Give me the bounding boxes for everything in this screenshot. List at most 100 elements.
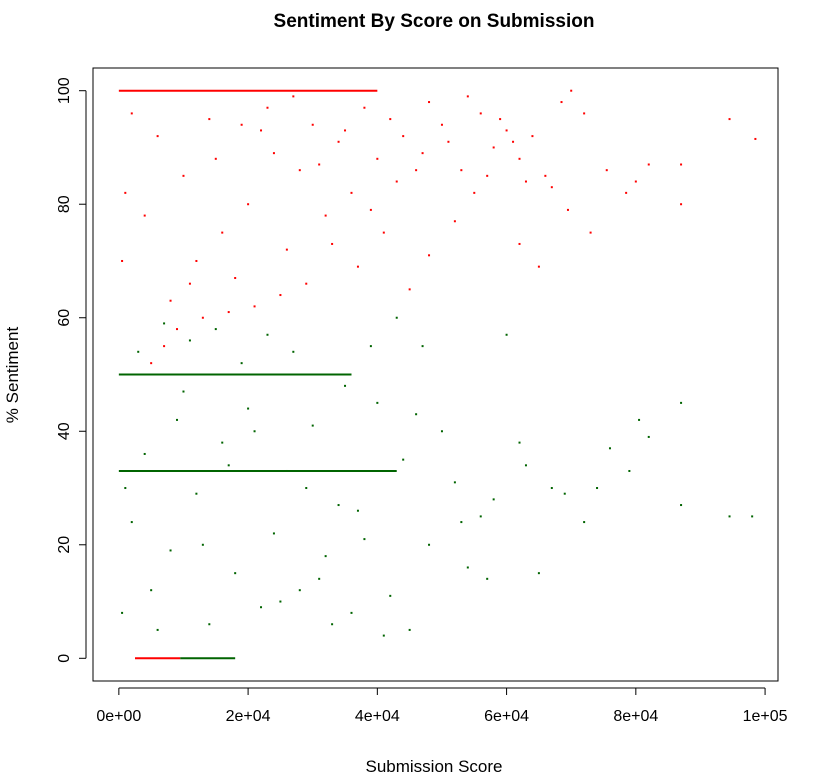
data-point-red (680, 203, 683, 206)
data-point-red (531, 135, 534, 138)
data-point-green (234, 572, 237, 575)
data-point-red (279, 294, 282, 297)
data-point-red (447, 140, 450, 143)
data-point-red (227, 311, 230, 314)
y-tick-label: 0 (56, 654, 73, 663)
y-tick-label: 60 (56, 309, 73, 327)
data-point-red (537, 265, 540, 268)
data-point-green (486, 577, 489, 580)
data-point-green (363, 538, 366, 541)
data-point-green (382, 634, 385, 637)
series-red (118, 89, 757, 660)
data-point-green (221, 441, 224, 444)
y-tick-label: 40 (56, 422, 73, 440)
data-point-red (311, 123, 314, 126)
data-point-red (234, 277, 237, 280)
data-point-red (402, 135, 405, 138)
data-point-red (518, 242, 521, 245)
data-point-green (608, 447, 611, 450)
data-point-red (479, 112, 482, 115)
data-point-green (395, 316, 398, 319)
x-tick-label: 2e+04 (226, 708, 271, 725)
y-tick-label: 20 (56, 536, 73, 554)
data-point-green (208, 623, 211, 626)
data-point-red (195, 259, 198, 262)
data-point-green (266, 333, 269, 336)
data-point-red (754, 137, 757, 140)
data-point-red (505, 129, 508, 132)
data-point-green (201, 543, 204, 546)
data-point-green (188, 339, 191, 342)
data-point-red (163, 345, 166, 348)
data-point-green (505, 333, 508, 336)
data-point-red (466, 95, 469, 98)
data-point-red (408, 288, 411, 291)
data-point-green (298, 589, 301, 592)
data-point-red (382, 231, 385, 234)
data-point-red (728, 118, 731, 121)
x-tick-label: 0e+00 (96, 708, 141, 725)
data-point-green (453, 481, 456, 484)
data-point-green (344, 384, 347, 387)
data-point-green (415, 413, 418, 416)
y-tick-label: 80 (56, 195, 73, 213)
data-point-green (279, 600, 282, 603)
data-point-red (486, 174, 489, 177)
data-point-red (285, 248, 288, 251)
data-point-red (143, 214, 146, 217)
data-point-green (350, 611, 353, 614)
data-point-red (512, 140, 515, 143)
data-point-red (150, 362, 153, 365)
data-point-red (499, 118, 502, 121)
data-point-green (214, 328, 217, 331)
data-point-red (560, 101, 563, 104)
data-point-green (647, 435, 650, 438)
data-point-green (389, 594, 392, 597)
data-point-green (143, 452, 146, 455)
data-point-red (376, 157, 379, 160)
data-point-green (518, 441, 521, 444)
data-point-red (350, 191, 353, 194)
data-point-green (440, 430, 443, 433)
data-point-green (195, 492, 198, 495)
data-point-green (240, 362, 243, 365)
data-point-red (298, 169, 301, 172)
y-tick-label: 100 (56, 77, 73, 104)
data-point-red (647, 163, 650, 166)
data-point-green (292, 350, 295, 353)
data-point-green (305, 487, 308, 490)
data-point-red (169, 299, 172, 302)
data-point-green (563, 492, 566, 495)
data-point-red (253, 305, 256, 308)
data-point-red (176, 328, 179, 331)
data-point-red (124, 191, 127, 194)
data-point-green (137, 350, 140, 353)
data-point-red (324, 214, 327, 217)
data-point-red (570, 89, 573, 92)
data-point-red (363, 106, 366, 109)
data-point-red (318, 163, 321, 166)
plot-area (118, 89, 757, 660)
data-point-green (421, 345, 424, 348)
data-point-green (163, 322, 166, 325)
data-point-red (395, 180, 398, 183)
data-point-red (518, 157, 521, 160)
data-point-red (453, 220, 456, 223)
data-point-red (208, 118, 211, 121)
data-point-red (369, 208, 372, 211)
data-point-red (428, 101, 431, 104)
data-point-green (402, 458, 405, 461)
data-point-green (680, 504, 683, 507)
data-point-red (583, 112, 586, 115)
data-point-red (421, 152, 424, 155)
x-axis-label: Submission Score (365, 757, 502, 776)
data-point-red (188, 282, 191, 285)
data-point-red (524, 180, 527, 183)
data-point-red (156, 135, 159, 138)
data-point-green (524, 464, 527, 467)
data-point-red (389, 118, 392, 121)
data-point-red (440, 123, 443, 126)
data-point-red (337, 140, 340, 143)
data-point-red (260, 129, 263, 132)
